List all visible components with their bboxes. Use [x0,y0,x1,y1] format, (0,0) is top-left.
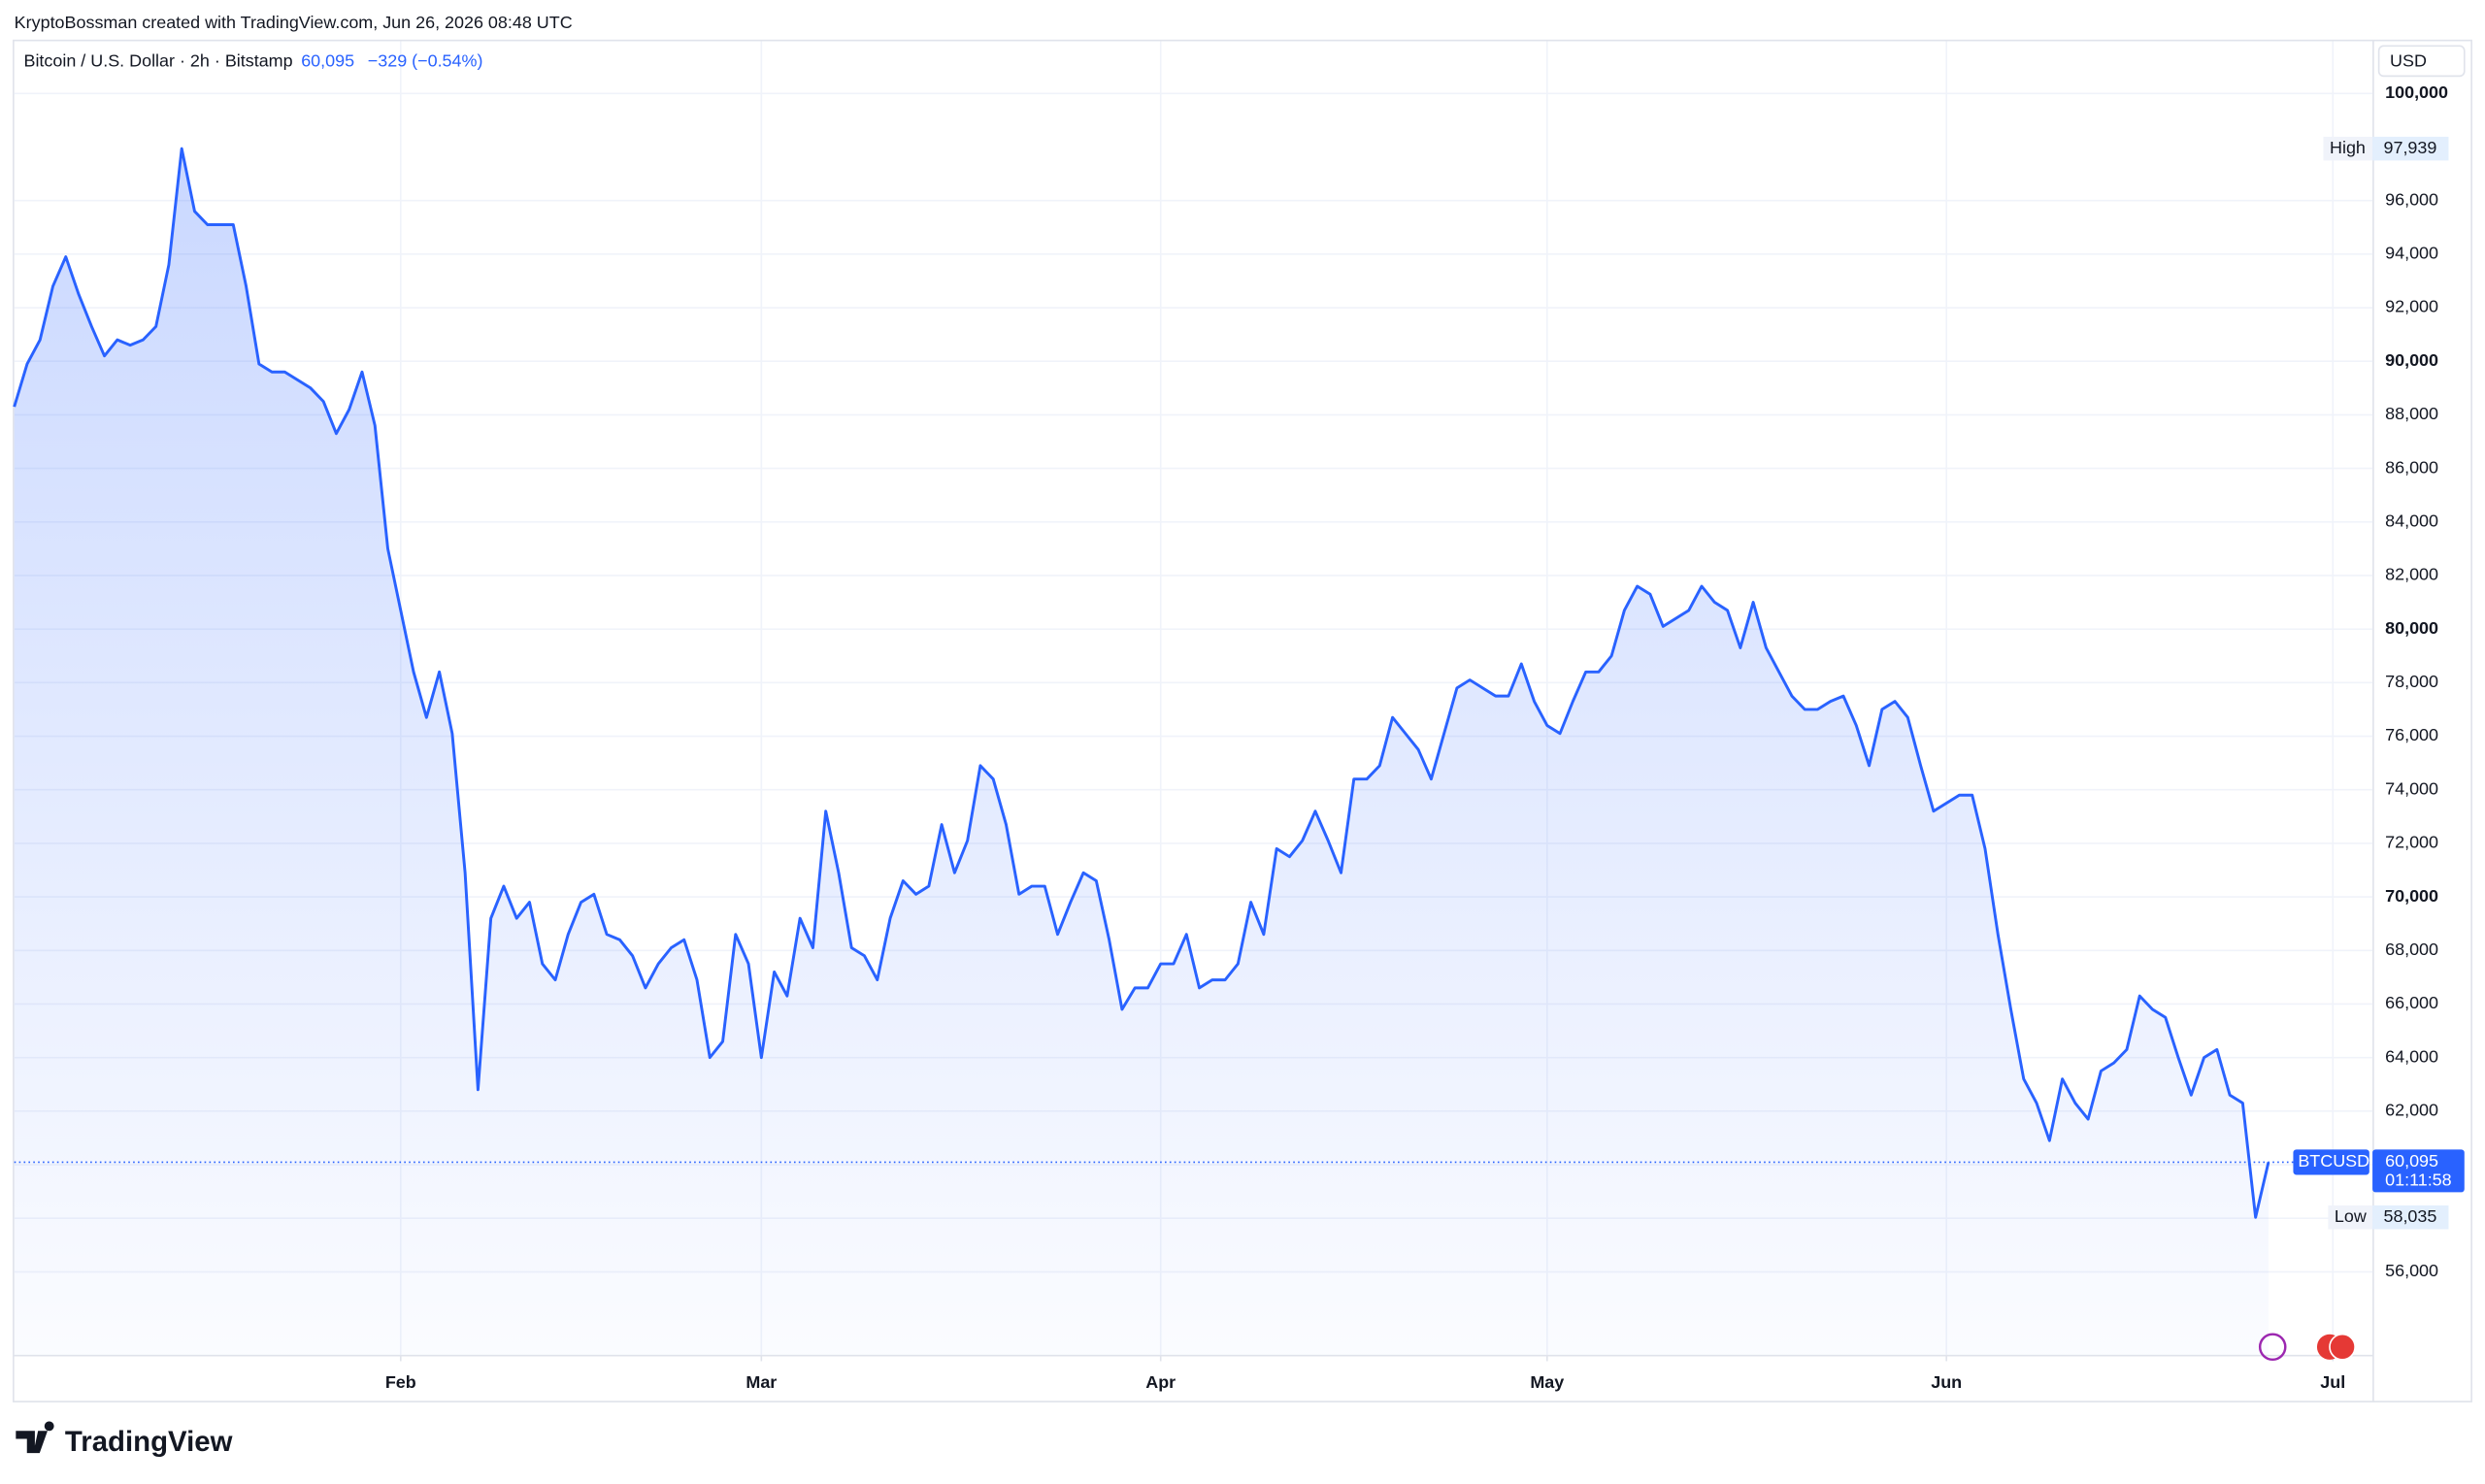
axes: 56,00058,00060,00062,00064,00066,00068,0… [385,82,2465,1392]
chart-frame [13,39,2472,1402]
y-tick-label: 56,000 [2385,1261,2438,1280]
plot [13,147,2373,1355]
x-tick-label: May [1530,1372,1564,1392]
x-tick-label: Jul [2320,1372,2345,1392]
y-tick-label: 68,000 [2385,940,2438,959]
brand-name: TradingView [65,1426,233,1458]
area-fill [14,148,2269,1355]
attribution: KryptoBossman created with TradingView.c… [15,13,573,32]
y-tick-label: 92,000 [2385,297,2438,316]
icon[interactable] [2329,1333,2356,1361]
high-value-tag [2372,136,2449,161]
y-tick-label: 82,000 [2385,565,2438,584]
legend: Bitcoin / U.S. Dollar · 2h · Bitstamp 60… [23,50,482,70]
currency-button[interactable] [2377,45,2466,78]
y-tick-label: 100,000 [2385,82,2448,102]
low-name-tag [2328,1204,2373,1230]
y-tick-label: 74,000 [2385,778,2438,798]
symbol-title: Bitcoin / U.S. Dollar · 2h · Bitstamp [23,50,292,70]
high-name-tag [2323,136,2373,161]
low-name: Low [2335,1206,2367,1226]
brand-logo [16,1421,54,1454]
price-change: −329 (−0.54%) [368,50,483,70]
y-tick-label: 62,000 [2385,1101,2438,1120]
y-tick-label: 76,000 [2385,725,2438,744]
countdown: 01:11:58 [2385,1171,2452,1190]
y-tick-label: 80,000 [2385,618,2438,638]
y-tick-label: 94,000 [2385,244,2438,263]
y-tick-label: 70,000 [2385,886,2438,906]
icon[interactable] [2258,1333,2287,1362]
price-line [13,147,2270,1219]
bottom-icons [2258,1333,2356,1362]
low-value-tag [2372,1204,2449,1230]
last-price-label: 60,095 [2385,1151,2438,1171]
symbol-tag-label: BTCUSD [2298,1151,2369,1171]
x-tick-label: Feb [385,1372,416,1392]
y-tick-label: 90,000 [2385,350,2438,370]
y-tick-label: 96,000 [2385,189,2438,209]
y-tick-label: 78,000 [2385,672,2438,691]
last-price: 60,095 [301,50,354,70]
y-tick-label: 64,000 [2385,1046,2438,1066]
symbol-tag [2293,1149,2369,1175]
y-tick-label: 86,000 [2385,457,2438,477]
y-tick-label: 66,000 [2385,993,2438,1012]
last-price-tag [2372,1149,2465,1193]
x-tick-label: Apr [1145,1372,1176,1392]
y-tick-label: 88,000 [2385,404,2438,423]
y-tick-label: 84,000 [2385,511,2438,530]
brand: TradingView [16,1421,233,1458]
y-tick-label: 72,000 [2385,833,2438,852]
x-tick-label: Mar [746,1372,777,1392]
high-name: High [2330,138,2366,157]
high-value: 97,939 [2384,138,2437,157]
x-tick-label: Jun [1931,1372,1962,1392]
low-value: 58,035 [2384,1206,2437,1226]
currency: USD [2390,50,2427,70]
